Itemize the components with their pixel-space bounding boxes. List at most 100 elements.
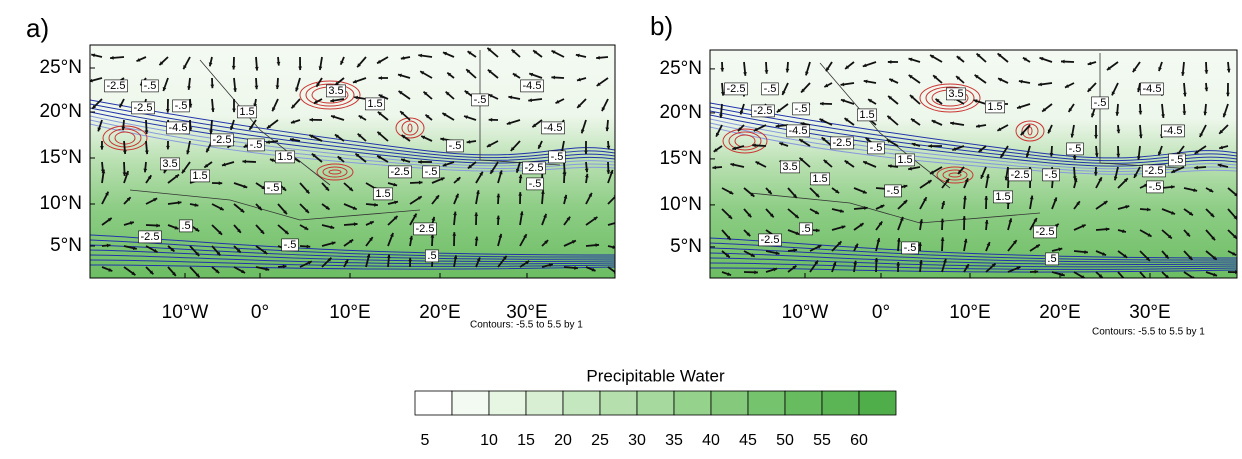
colorbar-box [489, 391, 526, 415]
contour-label: .5 [181, 220, 190, 232]
contour-label: 1.5 [987, 101, 1002, 113]
lat-label: 25°N [40, 57, 82, 78]
colorbar-tick: 55 [813, 432, 831, 449]
contour-label: -.5 [144, 80, 157, 92]
contour-label: -2.5 [1011, 169, 1030, 181]
contour-label: -.5 [529, 178, 542, 190]
colorbar-tick: 50 [776, 432, 794, 449]
contour-label: -2.5 [754, 105, 773, 117]
lat-label: 10°N [660, 194, 702, 215]
colorbar-tick: 35 [665, 432, 683, 449]
lat-label: 15°N [660, 148, 702, 169]
contour-label: 1.5 [375, 188, 390, 200]
contour-label: -2.5 [761, 234, 780, 246]
lon-label: 10°W [782, 302, 829, 323]
lon-label: 10°E [949, 302, 990, 323]
contour-label: -.5 [1149, 181, 1162, 193]
contour-label: -2.5 [833, 137, 852, 149]
lat-label: 20°N [40, 101, 82, 122]
contour-label: 3.5 [948, 88, 963, 100]
lat-label: 15°N [40, 147, 82, 168]
colorbar-tick: 10 [480, 432, 498, 449]
colorbar-box [526, 391, 563, 415]
lat-label: 5°N [50, 235, 82, 256]
colorbar-box [859, 391, 896, 415]
colorbar-tick: 60 [850, 432, 868, 449]
contour-label: -.5 [870, 142, 883, 154]
contour-label: .5 [1047, 253, 1056, 265]
colorbar-tick: 15 [517, 432, 535, 449]
contour-label: -.5 [284, 239, 297, 251]
lat-label: 20°N [660, 102, 702, 123]
colorbar-box [600, 391, 637, 415]
colorbar-box [415, 391, 452, 415]
contour-note: Contours: -5.5 to 5.5 by 1 [1092, 327, 1205, 338]
contour-label: -4.5 [789, 125, 808, 137]
lat-label: 10°N [40, 193, 82, 214]
contour-label: -.5 [795, 103, 808, 115]
contour-label: -.5 [267, 182, 280, 194]
contour-label: -2.5 [107, 80, 126, 92]
contour-label: -.5 [551, 151, 564, 163]
colorbar-tick: 45 [739, 432, 757, 449]
lon-label: 20°E [419, 302, 460, 323]
contour-label: -2.5 [1036, 226, 1055, 238]
contour-label: 1.5 [239, 106, 254, 118]
colorbar-box [452, 391, 489, 415]
lat-label: 5°N [670, 236, 702, 257]
contour-label: -2.5 [525, 162, 544, 174]
contour-label: -4.5 [1143, 83, 1162, 95]
colorbar-box [637, 391, 674, 415]
contour-label: -.5 [764, 83, 777, 95]
contour-label: 1.5 [897, 154, 912, 166]
colorbar-box [563, 391, 600, 415]
contour-label: -4.5 [1164, 125, 1183, 137]
colorbar-box [711, 391, 748, 415]
contour-label: 1.5 [859, 109, 874, 121]
contour-label: -4.5 [544, 122, 563, 134]
contour-label: 1.5 [995, 191, 1010, 203]
lon-label: 10°W [162, 302, 209, 323]
colorbar-box [748, 391, 785, 415]
contour-note: Contours: -5.5 to 5.5 by 1 [470, 320, 583, 331]
lon-label: 30°E [1129, 302, 1170, 323]
contour-label: -.5 [175, 100, 188, 112]
contour-label: -2.5 [391, 166, 410, 178]
colorbar-box [674, 391, 711, 415]
contour-label: -2.5 [416, 223, 435, 235]
colorbar-tick: 5 [421, 432, 430, 449]
contour-label: -2.5 [213, 134, 232, 146]
contour-label: 3.5 [162, 158, 177, 170]
colorbar-box [822, 391, 859, 415]
contour-label: .5 [427, 250, 436, 262]
contour-label: -.5 [474, 94, 487, 106]
contour-label: -.5 [1094, 97, 1107, 109]
colorbar-box [785, 391, 822, 415]
contour-label: .5 [801, 223, 810, 235]
panel-label: a) [26, 13, 49, 43]
contour-label: -2.5 [1145, 165, 1164, 177]
colorbar-tick: 30 [628, 432, 646, 449]
lon-label: 0° [251, 302, 269, 323]
contour-label: -.5 [904, 242, 917, 254]
contour-label: -.5 [425, 166, 438, 178]
colorbar-tick: 20 [554, 432, 572, 449]
contour-label: -2.5 [727, 83, 746, 95]
contour-label: 1.5 [812, 173, 827, 185]
contour-label: 3.5 [782, 161, 797, 173]
colorbar-title: Precipitable Water [586, 366, 725, 385]
lon-label: 0° [872, 302, 890, 323]
lon-label: 20°E [1039, 302, 1080, 323]
colorbar-tick: 25 [591, 432, 609, 449]
contour-label: -4.5 [169, 122, 188, 134]
contour-label: 1.5 [192, 170, 207, 182]
contour-label: 3.5 [328, 85, 343, 97]
contour-label: -2.5 [141, 231, 160, 243]
contour-label: -.5 [1171, 154, 1184, 166]
contour-label: -.5 [449, 140, 462, 152]
contour-label: -.5 [1069, 143, 1082, 155]
contour-label: -4.5 [523, 80, 542, 92]
contour-label: -.5 [1045, 169, 1058, 181]
contour-label: 1.5 [367, 98, 382, 110]
